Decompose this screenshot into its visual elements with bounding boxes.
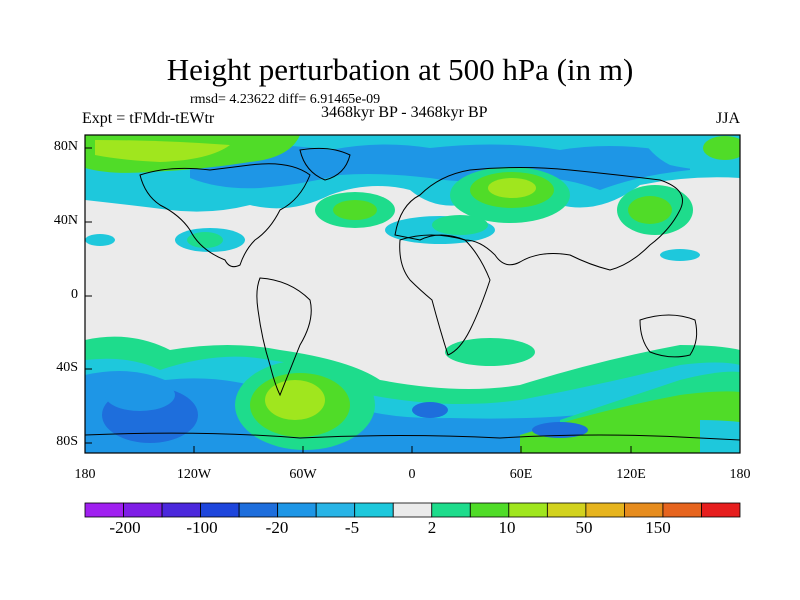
contour-yellowgreen-south-america (265, 380, 325, 420)
coastline-north-america (139, 163, 311, 268)
experiment-label: Expt = tFMdr-tEWtr (82, 110, 215, 127)
lon-label-180e: 180 (729, 467, 751, 482)
colorbar-box (315, 502, 356, 518)
colorbar-box (431, 502, 471, 518)
contour-cyan-pacific-east (660, 249, 700, 261)
contour-green-south-africa (445, 338, 535, 366)
contour-darkblue-south-indian (532, 422, 588, 438)
stats-line: rmsd= 4.23622 diff= 6.91465e-09 (190, 92, 381, 107)
colorbar-box (469, 502, 510, 518)
colorbar-box (508, 502, 548, 518)
colorbar-box (161, 502, 201, 518)
colorbar-box (200, 502, 240, 518)
contour-green-ne-pacific (187, 232, 223, 248)
contour-lgreen-atlantic (333, 200, 377, 220)
contour-yellowgreen-alaska (95, 140, 230, 162)
contour-green-europe (432, 215, 488, 235)
lon-label-180w: 180 (74, 467, 96, 482)
contour-south-cyan-far-rim (700, 420, 740, 453)
coastline-greenland (299, 147, 351, 181)
coastline-eurasia (394, 167, 683, 271)
colorbar-label-150: 150 (645, 518, 671, 537)
contour-blue-pacific (105, 379, 175, 411)
colorbar-box (123, 502, 163, 518)
coastlines (85, 147, 740, 441)
colorbar-label-2: 2 (427, 518, 437, 537)
lat-label-0: 0 (71, 287, 78, 302)
contour-field (85, 135, 740, 453)
contour-cyan-sw (85, 234, 115, 246)
lon-label-120w: 120W (176, 467, 212, 482)
lat-label-40s: 40S (56, 360, 78, 375)
contour-green-ne (703, 136, 740, 160)
lat-tick-marks (85, 147, 92, 444)
colorbar-box (662, 502, 702, 518)
colorbar-box (84, 502, 124, 518)
lon-tick-marks (84, 446, 741, 453)
contour-lgreen-japan (628, 196, 672, 224)
period-label: 3468kyr BP - 3468kyr BP (321, 104, 488, 121)
colorbar-label-10: 10 (498, 518, 516, 537)
lon-label-0: 0 (408, 467, 416, 482)
contour-north-blue (190, 144, 690, 190)
map-title: Height perturbation at 500 hPa (in m) (166, 52, 634, 87)
colorbar-box (701, 502, 741, 518)
colorbar-boxes (84, 502, 741, 518)
coastline-antarctica (85, 432, 740, 441)
lat-label-40n: 40N (53, 213, 78, 228)
lat-label-80n: 80N (53, 139, 78, 154)
colorbar-label-neg200: -200 (109, 518, 141, 537)
colorbar-box (624, 502, 664, 518)
lon-label-120e: 120E (616, 467, 646, 482)
contour-yellowgreen-central-asia (488, 178, 536, 198)
colorbar-box (546, 502, 587, 518)
lon-label-60e: 60E (509, 467, 533, 482)
colorbar-box (277, 502, 317, 518)
colorbar-box (585, 502, 625, 518)
coastline-australia (639, 314, 698, 358)
colorbar-box (392, 502, 433, 518)
colorbar-label-50: 50 (575, 518, 593, 537)
colorbar-label-neg100: -100 (186, 518, 218, 537)
colorbar-label-neg5: -5 (344, 518, 360, 537)
coastline-south-america (256, 277, 312, 397)
colorbar-box (238, 502, 279, 518)
lon-label-60w: 60W (289, 467, 317, 482)
lat-label-80s: 80S (56, 434, 78, 449)
contour-darkblue-indian (412, 402, 448, 418)
season-label: JJA (716, 110, 741, 127)
colorbar-label-neg20: -20 (265, 518, 289, 537)
colorbar-box (354, 502, 394, 518)
